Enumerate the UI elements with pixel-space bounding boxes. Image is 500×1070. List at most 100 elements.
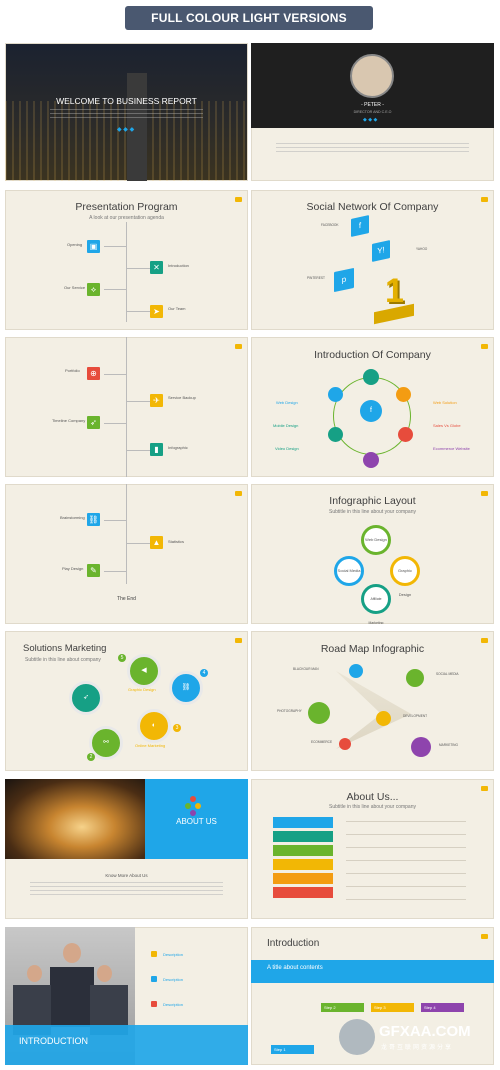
slide-infographic-layout[interactable]: Infographic Layout Subtitle in this line… — [251, 484, 494, 624]
item-label: Infographic — [168, 445, 188, 450]
item-label: Web Design — [276, 400, 298, 405]
item-label: PHOTOGRAPHY — [277, 709, 302, 713]
slide-title: About Us... — [346, 791, 399, 803]
item-label: DEVELOPMENT — [403, 714, 428, 718]
item-label: Brainstorming — [60, 515, 85, 520]
profile-name: - PETER - — [361, 102, 384, 108]
slide-about-us-ribbons[interactable]: About Us... Subtitle in this line about … — [251, 779, 494, 919]
item-label: SOCIAL MEDIA — [436, 672, 459, 676]
slide-body-text — [276, 143, 469, 155]
avatar — [350, 54, 394, 98]
service-icon: ⟡ — [87, 283, 100, 296]
corner-tag — [481, 197, 488, 202]
slide-title: Infographic Layout — [329, 495, 416, 507]
item-label: FACEBOOK — [321, 223, 339, 227]
item-label: Description — [163, 977, 184, 982]
item-label: Video Design — [275, 446, 299, 451]
corner-tag — [481, 491, 488, 496]
watermark-text: GFXAA.COM — [379, 1023, 471, 1040]
item-label: Introduction — [168, 263, 189, 268]
design-icon: ✎ — [87, 564, 100, 577]
team-icon: ➤ — [150, 305, 163, 318]
slide-timeline-two[interactable]: ⊕ ✈ ➶ ▮ Portfolio Service Backup Timelin… — [5, 337, 248, 477]
timeline-line — [126, 484, 127, 584]
item-label: The End — [117, 596, 136, 602]
slide-title: Presentation Program — [75, 201, 178, 213]
facebook-icon: f — [351, 215, 369, 237]
item-label: Statistics — [168, 539, 185, 544]
slide-title: Introduction — [267, 938, 320, 949]
slide-title: WELCOME TO BUSINESS REPORT — [56, 96, 197, 106]
circle-item: Affiliate Marketing — [361, 584, 391, 624]
slide-subtitle: Subtitle in this line about company — [25, 657, 101, 663]
link-icon: ⛓ — [87, 513, 100, 526]
slide-body-text — [50, 109, 203, 119]
slide-about-us-photo[interactable]: ABOUT US Know More About Us — [5, 779, 248, 919]
slide-solutions-marketing[interactable]: Solutions Marketing Subtitle in this lin… — [5, 631, 248, 771]
slide-social-network[interactable]: Social Network Of Company f Y! p 1 FACEB… — [251, 190, 494, 330]
slide-introduction-steps[interactable]: Introduction A title about contents Step… — [251, 927, 494, 1065]
chart-icon: ▮ — [150, 443, 163, 456]
item-label: Web Solution — [433, 400, 457, 405]
item-label: BLACKOUR MAN — [293, 667, 319, 671]
item-label: Portfolio — [65, 368, 80, 373]
item-label: Play Design — [62, 566, 84, 571]
portfolio-icon: ⊕ — [87, 367, 100, 380]
corner-tag — [235, 638, 242, 643]
corner-tag — [235, 197, 242, 202]
slide-profile[interactable]: - PETER - DIRECTOR AND C.E.O ◆ ◆ ◆ — [251, 43, 494, 181]
step-box: Step 4 — [421, 1003, 464, 1012]
corner-tag — [481, 344, 488, 349]
slide-road-map[interactable]: Road Map Infographic BLACKOUR MAN SOCIAL… — [251, 631, 494, 771]
item-label: Description — [163, 952, 184, 957]
tunnel-photo — [5, 779, 145, 859]
corner-tag — [481, 638, 488, 643]
gold-pedestal — [374, 303, 414, 325]
intro-banner — [5, 1025, 248, 1065]
step-box: Step 2 — [321, 1003, 364, 1012]
about-title: ABOUT US — [176, 817, 217, 826]
social-icons: ◆ ◆ ◆ — [363, 117, 378, 123]
rocket-icon: ➶ — [87, 416, 100, 429]
circle-item: Graphic Design — [390, 556, 420, 597]
item-label: Service Backup — [168, 395, 196, 400]
plane-icon: ✈ — [150, 394, 163, 407]
item-label: Opening — [67, 242, 83, 247]
item-label: YAHOO — [416, 247, 428, 251]
center-icon: f — [360, 400, 382, 422]
watermark-circle — [339, 1019, 375, 1055]
item-label: Mobile Design — [273, 423, 299, 428]
item-label: Our Team — [168, 306, 186, 311]
yahoo-icon: Y! — [372, 240, 390, 262]
slide-subtitle: A look at our presentation agenda — [89, 215, 164, 221]
graduation-icon: ▲ — [150, 536, 163, 549]
circle-item: Social Media — [334, 556, 364, 586]
pinterest-icon: p — [334, 267, 354, 293]
circle-item: Web Design — [361, 525, 391, 555]
watermark-sub: 龙哥互联网资源分享 — [381, 1045, 454, 1051]
slide-introduction-of-company[interactable]: Introduction Of Company f Web Design Mob… — [251, 337, 494, 477]
corner-tag — [235, 344, 242, 349]
item-label: PINTEREST — [307, 276, 325, 280]
slide-welcome[interactable]: WELCOME TO BUSINESS REPORT ◆ ◆ ◆ — [5, 43, 248, 181]
corner-tag — [235, 491, 242, 496]
step-box: Step 1 — [271, 1045, 314, 1054]
item-label: MARKETING — [439, 743, 458, 747]
item-label: Timeline Company — [52, 418, 86, 423]
intro-banner-text: A title about contents — [267, 965, 323, 971]
slide-team-introduction[interactable]: INTRODUCTION Description Description Des… — [5, 927, 248, 1065]
profile-role: DIRECTOR AND C.E.O — [353, 110, 392, 114]
step-box: Step 3 — [371, 1003, 414, 1012]
corner-tag — [481, 786, 488, 791]
gold-number-one: 1 — [385, 272, 404, 310]
social-icons: ◆ ◆ ◆ — [117, 127, 135, 133]
item-label: Our Service — [64, 285, 86, 290]
intro-banner — [251, 960, 494, 983]
road-band — [336, 671, 411, 749]
slide-timeline-three[interactable]: ⛓ ▲ ✎ Brainstorming Statistics Play Desi… — [5, 484, 248, 624]
slide-title: Road Map Infographic — [320, 643, 425, 655]
slide-presentation-program[interactable]: Presentation Program A look at our prese… — [5, 190, 248, 330]
page-title: FULL COLOUR LIGHT VERSIONS — [125, 6, 373, 30]
slide-subtitle: Subtitle in this line about your company — [329, 804, 416, 810]
slide-title: Introduction Of Company — [314, 349, 431, 361]
